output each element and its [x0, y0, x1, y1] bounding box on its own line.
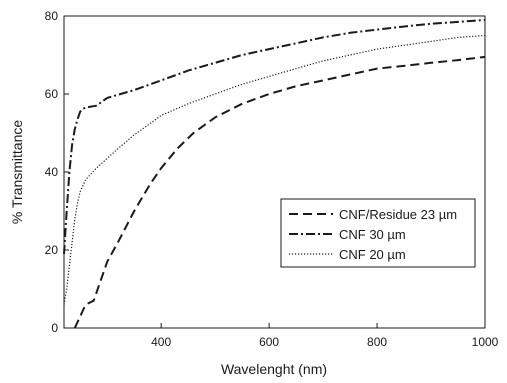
- y-axis-ticks: 0 20 40 60 80: [45, 9, 69, 335]
- x-axis-ticks: 400 600 800 1000: [151, 323, 499, 349]
- plot-frame: [63, 15, 486, 329]
- y-tick-label: 80: [45, 9, 59, 23]
- y-tick-label: 60: [45, 87, 59, 101]
- series-line-1: [73, 55, 486, 329]
- legend-label-1: CNF/Residue 23 µm: [339, 207, 457, 222]
- x-tick-label: 800: [367, 335, 387, 349]
- y-tick-label: 20: [45, 243, 59, 257]
- legend-items: CNF/Residue 23 µm CNF 30 µm CNF 20 µm: [289, 207, 457, 262]
- series-layer: [63, 18, 486, 329]
- series-line-2: [63, 18, 486, 254]
- series-line-3: [63, 34, 486, 305]
- legend: CNF/Residue 23 µm CNF 30 µm CNF 20 µm: [280, 198, 476, 268]
- legend-label-3: CNF 20 µm: [339, 247, 406, 262]
- x-tick-label: 1000: [472, 335, 499, 349]
- x-axis-title: Wavelenght (nm): [221, 361, 327, 377]
- y-tick-label: 0: [51, 321, 58, 335]
- x-tick-label: 400: [151, 335, 171, 349]
- x-tick-label: 600: [259, 335, 279, 349]
- legend-label-2: CNF 30 µm: [339, 227, 406, 242]
- y-axis-title: % Transmittance: [9, 120, 25, 224]
- y-tick-label: 40: [45, 165, 59, 179]
